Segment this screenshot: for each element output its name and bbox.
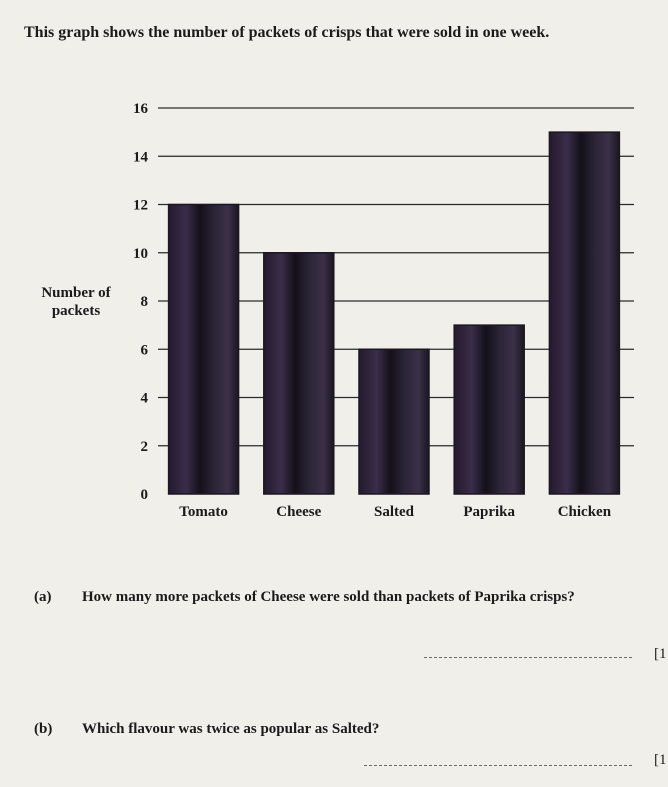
question-b: (b) Which flavour was twice as popular as…	[34, 721, 379, 738]
marks-a: [1	[654, 646, 667, 662]
intro-text: This graph shows the number of packets o…	[24, 24, 550, 41]
y-tick-label: 14	[133, 149, 149, 165]
bar-cheese	[263, 252, 335, 495]
x-category-label: Chicken	[558, 504, 612, 520]
question-b-text: Which flavour was twice as popular as Sa…	[82, 721, 380, 737]
bar-tomato	[167, 203, 240, 495]
y-tick-label: 12	[133, 198, 148, 214]
y-tick-label: 16	[133, 101, 149, 117]
bar-paprika	[453, 324, 525, 495]
y-axis-label: Number of packets	[41, 285, 111, 319]
question-b-letter: (b)	[34, 721, 53, 737]
question-a-letter: (a)	[34, 589, 52, 605]
answer-line-b[interactable]	[364, 765, 632, 766]
x-category-label: Salted	[374, 504, 415, 520]
y-tick-label: 4	[141, 391, 149, 407]
y-tick-label: 8	[141, 294, 149, 310]
bar-chart: 0 2 4 6 8 10 12 14 16 Tomato Cheese Salted Paprika C…	[133, 101, 634, 520]
marks-b: [1	[654, 752, 667, 768]
question-a-text: How many more packets of Cheese were sol…	[82, 589, 575, 605]
y-tick-label: 6	[141, 342, 149, 358]
y-tick-label: 2	[141, 439, 149, 455]
bar-chicken	[548, 131, 621, 495]
question-a: (a) How many more packets of Cheese were …	[34, 589, 575, 606]
y-tick-label: 10	[133, 246, 148, 262]
x-category-label: Paprika	[463, 504, 515, 520]
bar-salted	[358, 348, 430, 495]
answer-line-a[interactable]	[424, 657, 632, 658]
x-category-label: Tomato	[179, 504, 228, 520]
x-category-label: Cheese	[276, 504, 321, 520]
y-tick-label: 0	[141, 487, 149, 503]
